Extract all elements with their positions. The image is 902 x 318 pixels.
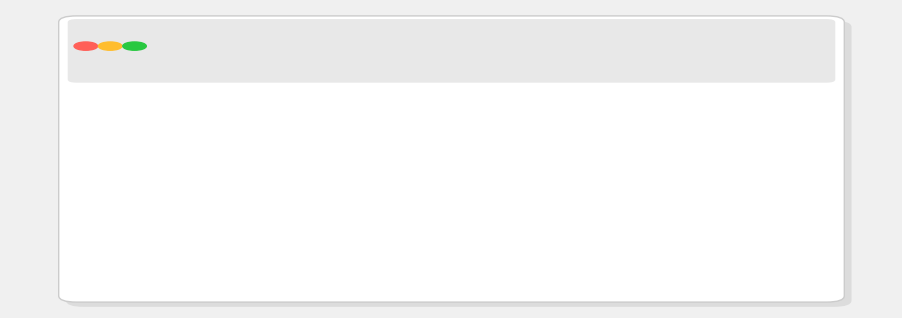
Bar bbox=[230, 113, 643, 153]
Text: 63%: 63% bbox=[603, 206, 639, 221]
Bar bbox=[230, 194, 596, 234]
Text: 71%: 71% bbox=[649, 125, 686, 140]
